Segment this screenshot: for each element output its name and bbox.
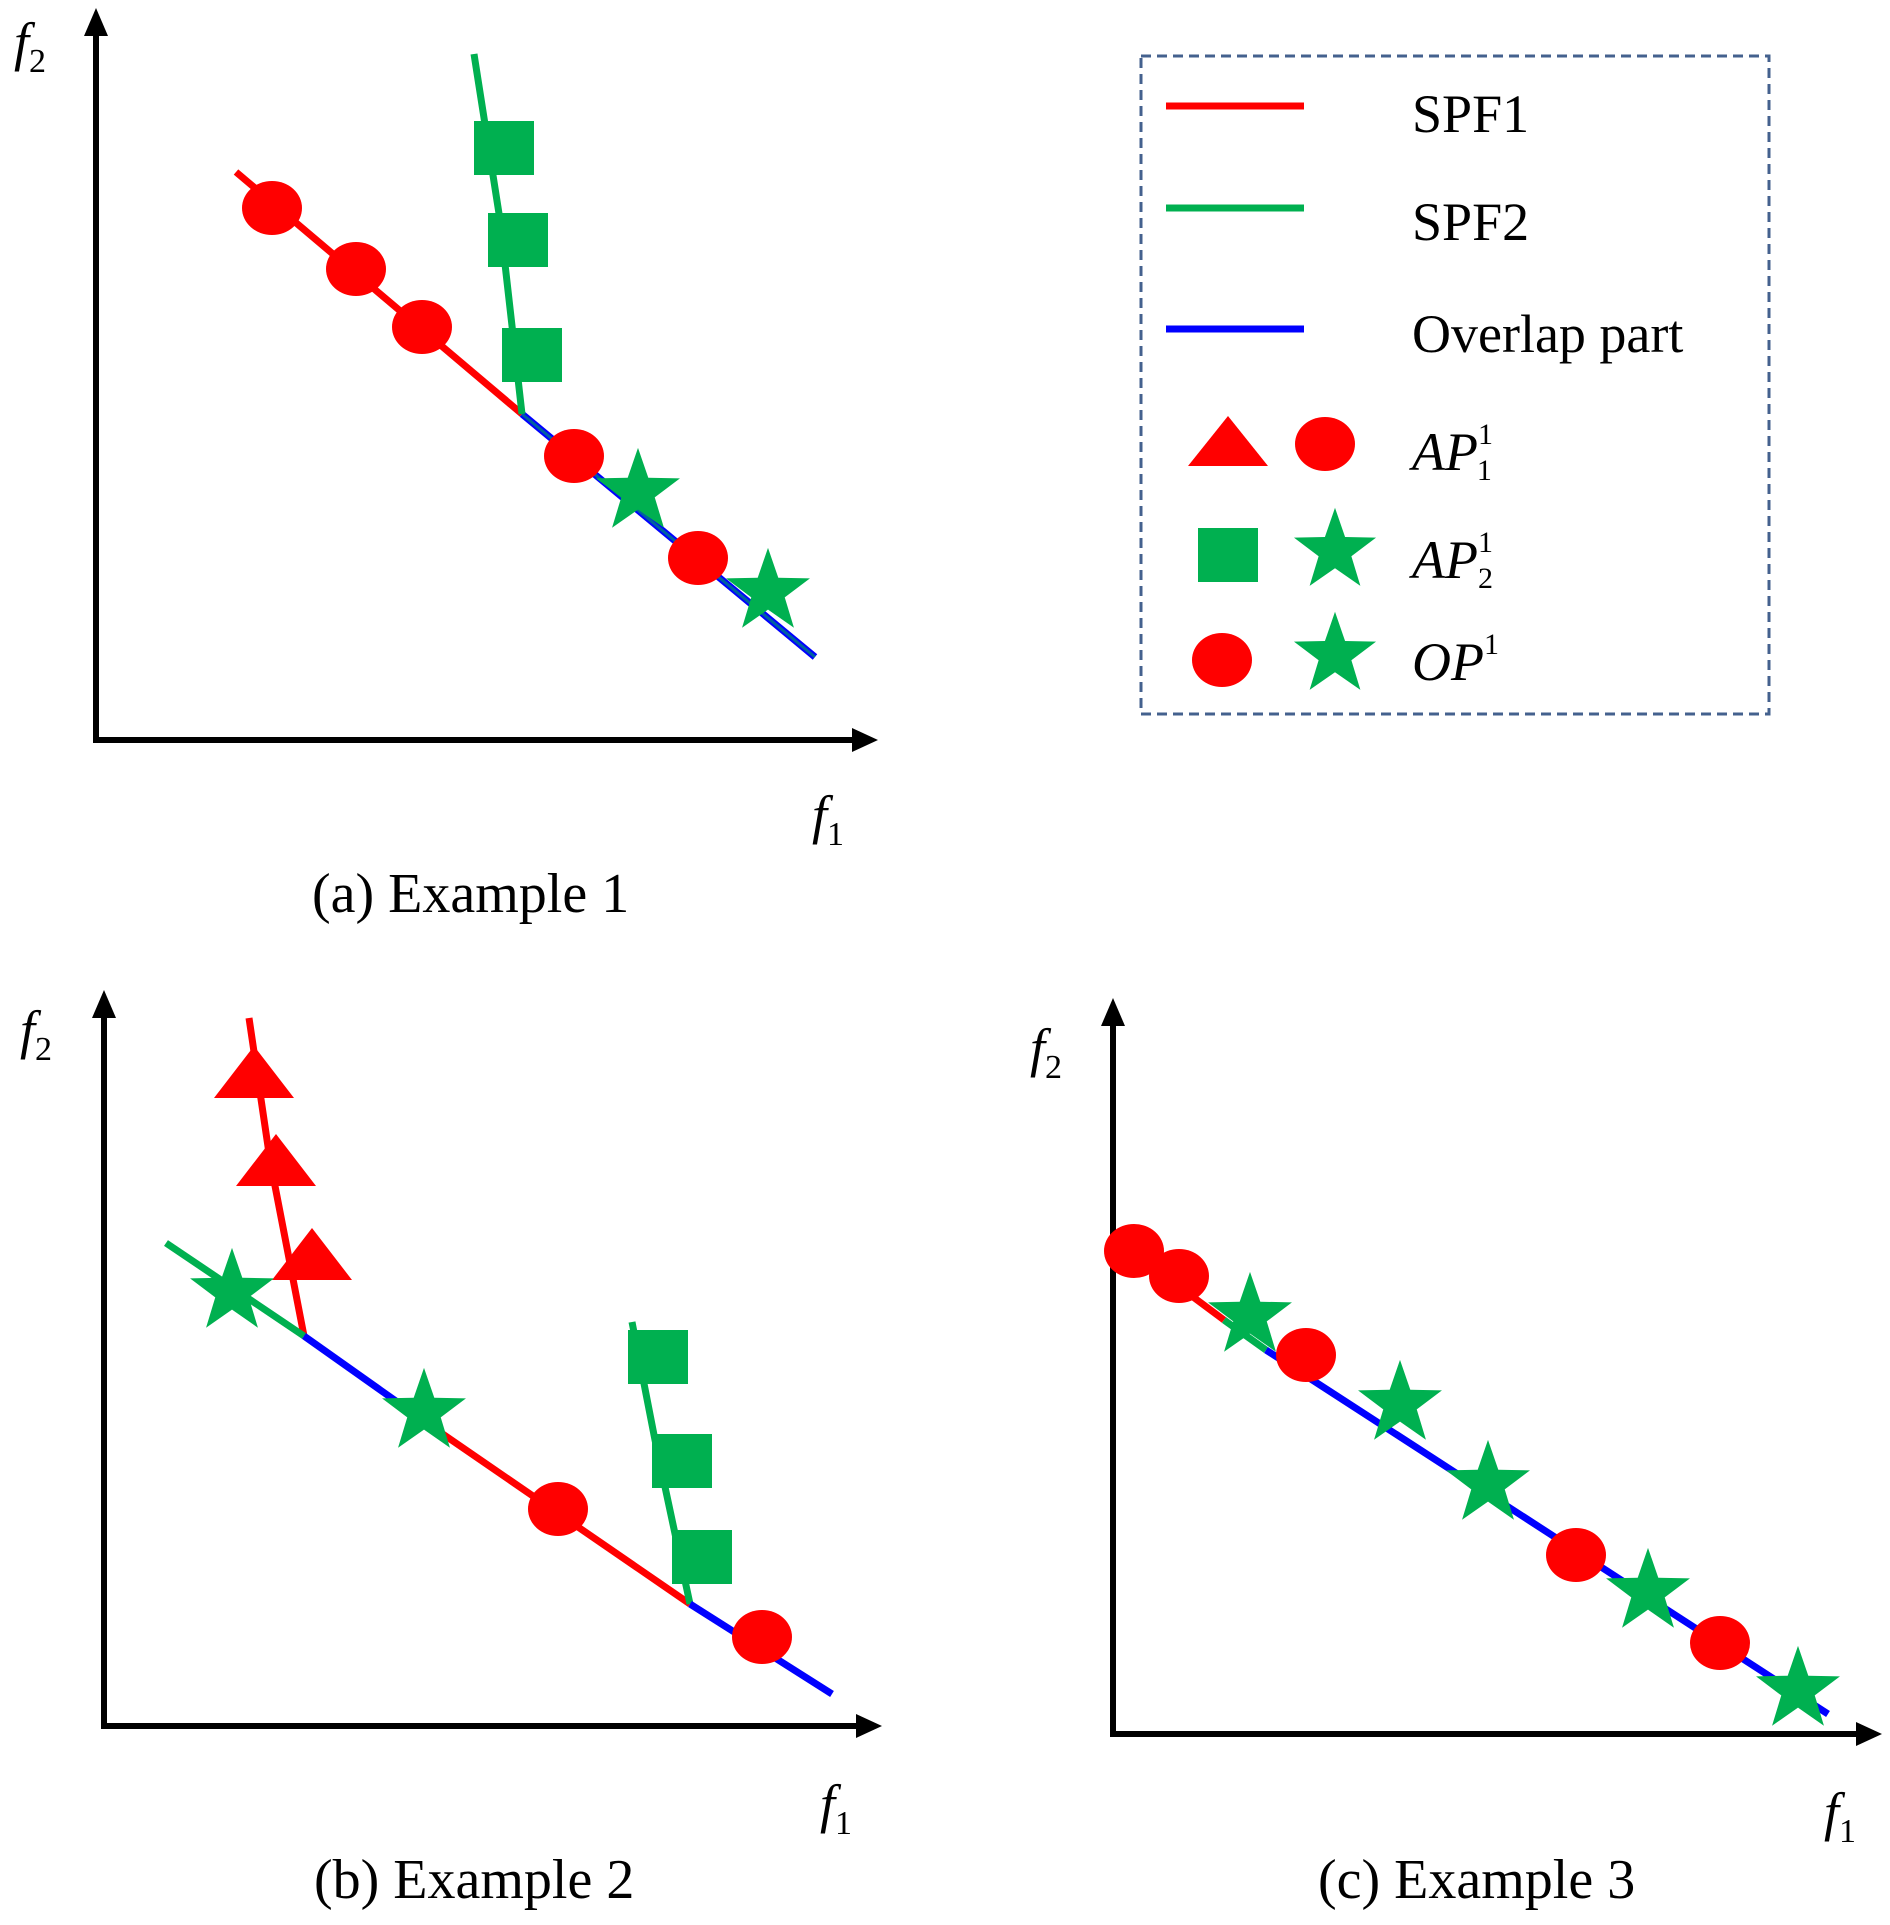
square-marker	[474, 121, 534, 175]
legend-row-ap1: AP1 1	[1188, 416, 1492, 487]
x-axis-label: f1	[1824, 1782, 1856, 1850]
legend-label-ap1: AP1 1	[1409, 418, 1492, 487]
star-marker	[1293, 507, 1377, 586]
panel-b-axes: f2 f1	[20, 990, 882, 1842]
circle-marker	[1690, 1616, 1750, 1670]
circle-marker	[732, 1610, 792, 1664]
y-axis-label: f2	[1030, 1018, 1062, 1086]
star-marker	[382, 1367, 466, 1448]
square-marker	[488, 213, 548, 267]
circle-marker	[668, 531, 728, 585]
triangle-marker	[236, 1134, 316, 1186]
panel-a: f2 f1 (a) Example 1	[14, 8, 878, 925]
triangle-marker	[272, 1228, 352, 1280]
x-axis-arrow	[1856, 1722, 1882, 1746]
legend-item-overlap: Overlap part	[1166, 304, 1683, 364]
panel-a-axes: f2 f1	[14, 8, 878, 853]
square-marker	[1198, 528, 1258, 582]
star-marker	[1446, 1439, 1530, 1520]
circle-marker	[1295, 417, 1355, 471]
square-marker	[502, 328, 562, 382]
square-marker	[628, 1330, 688, 1384]
triangle-marker	[214, 1046, 294, 1098]
panel-c-markers	[1104, 1224, 1840, 1726]
circle-marker	[1149, 1249, 1209, 1303]
panel-b-curves	[164, 1017, 834, 1697]
legend-label-overlap: Overlap part	[1412, 304, 1683, 364]
panel-c-axes: f2 f1	[1030, 998, 1882, 1850]
circle-marker	[1192, 633, 1252, 687]
y-axis-label: f2	[14, 12, 46, 80]
x-axis-label: f1	[820, 1774, 852, 1842]
circle-marker	[1276, 1328, 1336, 1382]
legend-row-op1: OP1	[1192, 611, 1499, 692]
square-marker	[652, 1434, 712, 1488]
circle-marker	[242, 181, 302, 235]
y-axis-arrow	[92, 990, 116, 1018]
legend-item-spf1: SPF1	[1166, 84, 1529, 144]
star-marker	[596, 447, 680, 528]
panel-b: f2 f1 (b) Example 2	[20, 990, 882, 1911]
y-axis-label: f2	[20, 1000, 52, 1068]
circle-marker	[326, 242, 386, 296]
legend-label-spf2: SPF2	[1412, 192, 1529, 252]
star-marker	[1358, 1359, 1442, 1440]
legend-label-op1: OP1	[1412, 628, 1499, 692]
x-axis-arrow	[852, 728, 878, 752]
star-marker	[190, 1247, 274, 1328]
legend-label-spf1: SPF1	[1412, 84, 1529, 144]
triangle-marker	[1188, 416, 1268, 466]
star-marker	[1293, 611, 1377, 690]
circle-marker	[1104, 1224, 1164, 1278]
legend-item-spf2: SPF2	[1166, 192, 1529, 252]
square-marker	[672, 1530, 732, 1584]
legend: SPF1 SPF2 Overlap part AP1 1 AP1 2 OP1	[1139, 54, 1771, 716]
legend-row-ap2: AP1 2	[1198, 507, 1493, 595]
panel-a-markers	[242, 121, 810, 628]
y-axis-arrow	[1101, 998, 1125, 1026]
panel-c-caption: (c) Example 3	[1318, 1849, 1635, 1911]
circle-marker	[528, 1482, 588, 1536]
panel-a-caption: (a) Example 1	[312, 863, 629, 925]
legend-border	[1139, 54, 1771, 716]
circle-marker	[544, 429, 604, 483]
y-axis-arrow	[84, 8, 108, 36]
x-axis-label: f1	[812, 785, 844, 853]
x-axis-arrow	[856, 1714, 882, 1738]
panel-c: f2 f1 (c) Example 3	[1030, 998, 1882, 1911]
panel-b-markers	[190, 1046, 792, 1664]
circle-marker	[1546, 1528, 1606, 1582]
circle-marker	[392, 300, 452, 354]
legend-label-ap2: AP1 2	[1409, 526, 1493, 595]
panel-b-caption: (b) Example 2	[314, 1849, 634, 1911]
